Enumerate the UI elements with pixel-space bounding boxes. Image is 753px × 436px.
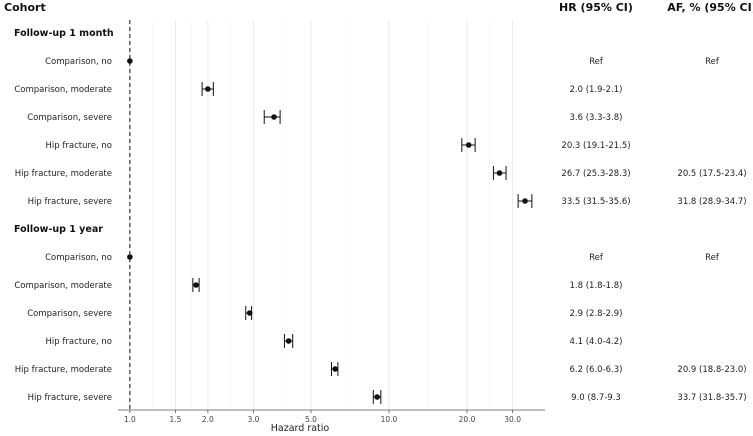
x-axis: 1.0 1.5 2.0 3.0 5.0 10.0 20.0 30.0 bbox=[118, 409, 545, 424]
x-tick-label: 1.0 bbox=[124, 415, 136, 424]
row-label: Hip fracture, severe bbox=[28, 197, 112, 207]
hr-point bbox=[193, 282, 199, 288]
hr-ci-text: 2.0 (1.9-2.1) bbox=[570, 85, 623, 95]
af-ci-text: 31.8 (28.9-34.7) bbox=[677, 197, 746, 207]
hr-point bbox=[496, 170, 503, 176]
row-label: Comparison, no bbox=[45, 253, 112, 263]
x-tick-label: 10.0 bbox=[381, 415, 398, 424]
row-label: Hip fracture, no bbox=[46, 337, 112, 347]
row-label: Comparison, severe bbox=[27, 113, 112, 123]
hr-point bbox=[332, 366, 338, 372]
hr-ci-text: 26.7 (25.3-28.3) bbox=[561, 169, 630, 179]
hr-point bbox=[465, 142, 472, 148]
hr-ci-text: 2.9 (2.8-2.9) bbox=[570, 309, 623, 319]
x-tick-label: 2.0 bbox=[202, 415, 214, 424]
af-ci-text: 20.9 (18.8-23.0) bbox=[677, 365, 746, 375]
hr-ci-text: 3.6 (3.3-3.8) bbox=[570, 113, 623, 123]
row-label: Hip fracture, severe bbox=[28, 393, 112, 403]
header-af: AF, % (95% CI) bbox=[667, 1, 753, 14]
x-tick-label: 3.0 bbox=[248, 415, 260, 424]
hr-ci-text: 9.0 (8.7-9.3 bbox=[571, 393, 621, 403]
hr-point bbox=[522, 198, 528, 204]
hr-ci-text: 33.5 (31.5-35.6) bbox=[561, 197, 630, 207]
hr-ci-text: 4.1 (4.0-4.2) bbox=[570, 337, 623, 347]
row-label: Comparison, moderate bbox=[14, 281, 112, 291]
section-title: Follow-up 1 month bbox=[14, 28, 114, 39]
hr-point bbox=[127, 254, 133, 260]
af-ci-text: 33.7 (31.8-35.7) bbox=[677, 393, 746, 403]
hr-point bbox=[285, 338, 292, 344]
row-label: Hip fracture, moderate bbox=[15, 169, 112, 179]
hr-point bbox=[374, 394, 380, 400]
hr-point bbox=[246, 310, 253, 316]
row-label: Comparison, no bbox=[45, 57, 112, 67]
row-label: Comparison, moderate bbox=[14, 85, 112, 95]
hr-ci-text: 6.2 (6.0-6.3) bbox=[570, 365, 623, 375]
hr-ci-text: 20.3 (19.1-21.5) bbox=[561, 141, 630, 151]
af-ci-text: Ref bbox=[705, 253, 720, 263]
section-title: Follow-up 1 year bbox=[14, 224, 103, 235]
x-tick-label: 5.0 bbox=[305, 415, 317, 424]
row-label: Comparison, severe bbox=[27, 309, 112, 319]
row-label: Hip fracture, no bbox=[46, 141, 112, 151]
grid-layer bbox=[129, 20, 514, 410]
hr-ci-text: 1.8 (1.8-1.8) bbox=[570, 281, 623, 291]
header-cohort: Cohort bbox=[4, 1, 46, 14]
hr-point bbox=[205, 86, 211, 92]
header-hr: HR (95% CI) bbox=[559, 1, 633, 14]
x-tick-label: 20.0 bbox=[459, 415, 476, 424]
x-tick-label: 30.0 bbox=[504, 415, 521, 424]
hr-ci-text: Ref bbox=[589, 57, 604, 67]
rows-layer: Follow-up 1 month Comparison, no Ref Ref Com… bbox=[14, 28, 747, 404]
af-ci-text: Ref bbox=[705, 57, 720, 67]
hr-point bbox=[271, 114, 277, 120]
x-tick-label: 1.5 bbox=[170, 415, 182, 424]
row-label: Hip fracture, moderate bbox=[15, 365, 112, 375]
hr-ci-text: Ref bbox=[589, 253, 604, 263]
af-ci-text: 20.5 (17.5-23.4) bbox=[677, 169, 746, 179]
x-axis-title: Hazard ratio bbox=[271, 423, 330, 434]
hr-point bbox=[127, 58, 133, 64]
